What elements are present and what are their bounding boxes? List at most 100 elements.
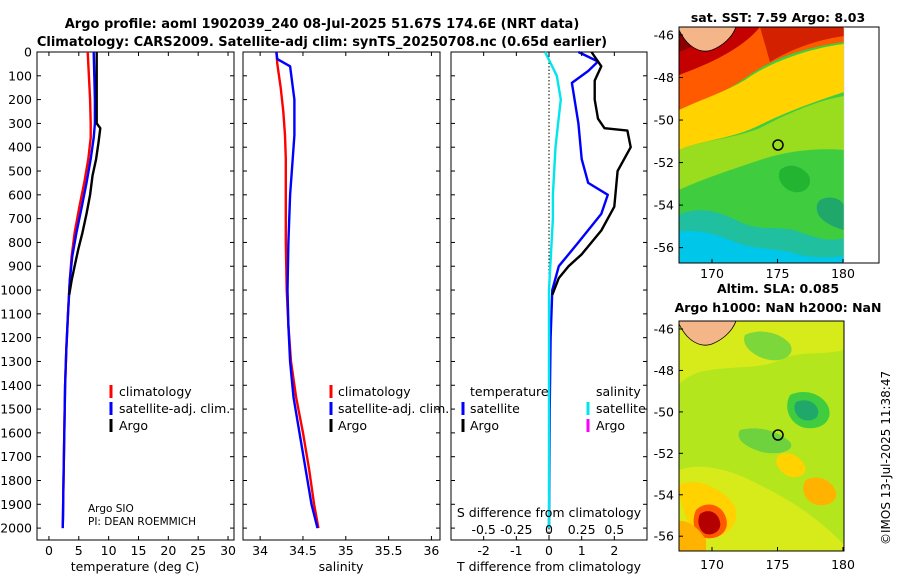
sla-lat-label-2: -50: [654, 404, 674, 419]
difference-x2-tick-label-3: 0.25: [568, 522, 596, 537]
salinity-series-0: [275, 51, 320, 529]
sla-map-title-line-1: Altim. SLA: 0.085: [717, 281, 839, 296]
legend-s-satellite-label: satellite: [596, 401, 646, 416]
salinity-panel: 34 34.5 35 35.5 36 salinity climatology sate…: [242, 51, 449, 574]
sla-lon-label-2: 180: [831, 557, 855, 572]
depth-tick-label-15: 1500: [0, 402, 32, 417]
depth-tick-label-5: 500: [8, 164, 32, 179]
sla-lon-label-0: 170: [700, 557, 724, 572]
depth-tick-label-4: 400: [8, 140, 32, 155]
temperature-x-tick-label-6: 30: [220, 543, 236, 558]
difference-x-tick-label-3: 1: [578, 543, 586, 558]
depth-tick-label-0: 0: [24, 45, 32, 60]
legend-s-argo-label: Argo: [596, 418, 625, 433]
difference-x2-tick-label-4: 0.5: [604, 522, 624, 537]
sla-lat-label-5: -56: [654, 529, 674, 544]
difference-series-2: [544, 51, 562, 529]
credit-line-2: PI: DEAN ROEMMICH: [88, 516, 196, 528]
depth-tick-label-6: 600: [8, 187, 32, 202]
sst-lon-label-0: 170: [700, 266, 724, 281]
depth-tick-label-13: 1300: [0, 354, 32, 369]
depth-tick-label-7: 700: [8, 211, 32, 226]
sst-lat-label-2: -50: [654, 113, 674, 128]
legend-salinity-header: salinity: [596, 384, 641, 399]
depth-tick-label-9: 900: [8, 259, 32, 274]
temperature-x-tick-label-2: 10: [101, 543, 117, 558]
temperature-plot-frame: [36, 51, 235, 541]
sst-lat-label-0: -46: [654, 28, 674, 43]
sst-map-title: sat. SST: 7.59 Argo: 8.03: [691, 10, 865, 25]
salinity-series-1: [275, 51, 319, 529]
legend-argo-label: Argo: [119, 418, 148, 433]
depth-tick-label-11: 1100: [0, 306, 32, 321]
difference-x2-tick-label-2: 0: [545, 522, 553, 537]
sst-map-frame: [678, 26, 880, 264]
legend-climatology-label: climatology: [119, 384, 192, 399]
sst-lat-label-4: -54: [654, 198, 674, 213]
depth-tick-label-16: 1600: [0, 425, 32, 440]
salinity-x-tick-label-2: 35: [338, 543, 354, 558]
sla-lat-label-1: -48: [654, 363, 674, 378]
sla-lat-label-0: -46: [654, 322, 674, 337]
legend-satellite-label: satellite-adj. clim.: [119, 401, 230, 416]
salinity-x-tick-label-1: 34.5: [289, 543, 317, 558]
sst-lon-label-1: 175: [766, 266, 790, 281]
salinity-x-tick-label-3: 35.5: [375, 543, 403, 558]
sla-lon-label-1: 175: [766, 557, 790, 572]
salinity-x-tick-label-4: 36: [423, 543, 439, 558]
sla-lat-label-3: -52: [654, 446, 674, 461]
temperature-series-1: [61, 51, 97, 529]
depth-tick-label-20: 2000: [0, 521, 32, 536]
legend-temperature-header: temperature: [470, 384, 549, 399]
salinity-legend: climatology satellite-adj. clim. Argo: [329, 384, 449, 433]
sla-map-title-line-2: Argo h1000: NaN h2000: NaN: [675, 300, 882, 315]
legend-argo-label-2: Argo: [338, 418, 367, 433]
sst-lat-label-3: -52: [654, 155, 674, 170]
difference-x2-tick-label-1: -0.25: [500, 522, 532, 537]
sst-profile-marker: [772, 139, 784, 151]
salinity-plot-frame: [242, 51, 441, 541]
depth-tick-label-1: 100: [8, 68, 32, 83]
difference-x-tick-label-0: -2: [477, 543, 489, 558]
temperature-x-tick-label-0: 0: [45, 543, 53, 558]
sst-lat-label-1: -48: [654, 70, 674, 85]
difference-x2-tick-label-0: -0.5: [471, 522, 495, 537]
title-line-1: Argo profile: aoml 1902039_240 08-Jul-20…: [65, 17, 580, 32]
sla-map: Altim. SLA: 0.085 Argo h1000: NaN h2000:…: [654, 281, 882, 572]
sst-lon-label-2: 180: [831, 266, 855, 281]
difference-legend: temperature salinity satellite Argo sate…: [461, 384, 646, 433]
difference-series-1: [551, 51, 632, 296]
salinity-x-tick-label-0: 34: [252, 543, 268, 558]
temperature-x-tick-label-1: 5: [75, 543, 83, 558]
depth-tick-label-18: 1800: [0, 473, 32, 488]
legend-t-argo-label: Argo: [470, 418, 499, 433]
difference-x-tick-label-4: 2: [610, 543, 618, 558]
depth-tick-label-8: 800: [8, 235, 32, 250]
sla-map-frame: [678, 320, 845, 552]
sla-profile-marker: [772, 429, 784, 441]
depth-tick-label-10: 1000: [0, 283, 32, 298]
difference-x-tick-label-1: -1: [510, 543, 522, 558]
difference-panel: -2 -1 0 1 2 S difference from climatology -0…: [450, 50, 648, 574]
temperature-series-2: [68, 52, 102, 295]
depth-tick-label-17: 1700: [0, 449, 32, 464]
legend-climatology-label-2: climatology: [338, 384, 411, 399]
sst-field: [679, 27, 844, 263]
temperature-x-tick-label-5: 25: [190, 543, 206, 558]
depth-tick-label-2: 200: [8, 92, 32, 107]
s-difference-label: S difference from climatology: [457, 505, 642, 520]
sst-map-blank-strip: [844, 28, 878, 262]
imos-timestamp: ©IMOS 13-Jul-2025 11:38:47: [879, 371, 893, 545]
credit-line-1: Argo SIO: [88, 503, 134, 515]
depth-tick-label-19: 1900: [0, 497, 32, 512]
title-line-2: Climatology: CARS2009. Satellite-adj cli…: [37, 35, 607, 50]
depth-tick-label-12: 1200: [0, 330, 32, 345]
depth-tick-label-14: 1400: [0, 378, 32, 393]
difference-x-tick-label-2: 0: [545, 543, 553, 558]
depth-tick-label-3: 300: [8, 116, 32, 131]
sla-field: [679, 321, 844, 551]
temperature-legend: climatology satellite-adj. clim. Argo: [109, 384, 230, 433]
temperature-x-tick-label-4: 20: [160, 543, 176, 558]
legend-satellite-label-2: satellite-adj. clim.: [338, 401, 449, 416]
salinity-x-label: salinity: [319, 559, 364, 574]
